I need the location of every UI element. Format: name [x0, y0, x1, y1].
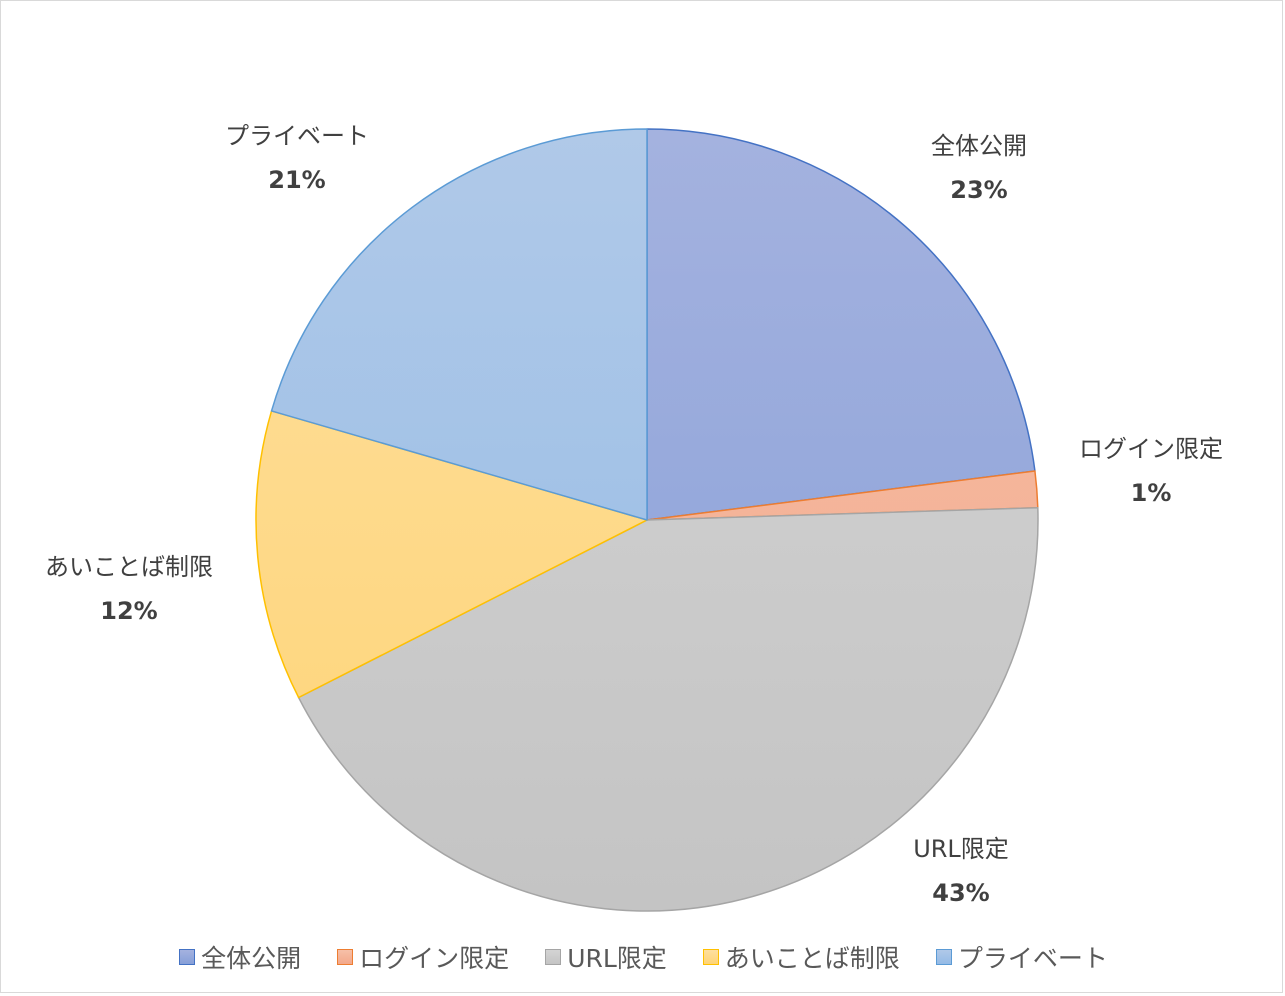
data-label-2: ログイン限定 1% [1079, 427, 1223, 515]
legend-swatch [179, 949, 196, 965]
legend-item-1: 全体公開 [179, 939, 301, 975]
data-label-5: プライベート 21% [225, 114, 369, 202]
pie-slice-1 [646, 128, 1036, 521]
legend-swatch [337, 949, 354, 965]
legend-label: プライベート [957, 944, 1108, 973]
legend-item-3: URL限定 [545, 939, 667, 975]
data-label-category: プライベート [225, 122, 369, 150]
legend-swatch [545, 949, 562, 965]
pie-slice-5 [270, 128, 648, 521]
data-label-percent: 21% [268, 166, 326, 194]
data-label-percent: 23% [950, 176, 1008, 204]
legend-item-2: ログイン限定 [337, 939, 509, 975]
data-label-category: URL限定 [913, 835, 1009, 863]
legend-label: あいことば制限 [724, 944, 900, 973]
pie-slice-3 [297, 506, 1039, 912]
legend-label: 全体公開 [201, 944, 302, 973]
data-label-category: 全体公開 [931, 132, 1027, 160]
legend-swatch [702, 949, 719, 965]
data-label-4: あいことば制限 12% [45, 545, 213, 633]
legend-item-4: あいことば制限 [702, 939, 900, 975]
data-label-percent: 12% [100, 597, 158, 625]
legend: 全体公開 ログイン限定 URL限定 あいことば制限 プライベート [1, 937, 1285, 977]
legend-swatch [935, 949, 952, 965]
legend-item-5: プライベート [935, 939, 1108, 975]
data-label-percent: 43% [932, 879, 990, 907]
data-label-percent: 1% [1130, 479, 1172, 507]
pie-slice-4 [255, 410, 648, 699]
legend-label: ログイン限定 [359, 944, 510, 973]
data-label-category: ログイン限定 [1079, 435, 1223, 463]
data-label-3: URL限定 43% [913, 827, 1009, 915]
data-label-category: あいことば制限 [45, 553, 213, 581]
data-label-1: 全体公開 23% [931, 124, 1027, 212]
legend-label: URL限定 [567, 944, 667, 973]
